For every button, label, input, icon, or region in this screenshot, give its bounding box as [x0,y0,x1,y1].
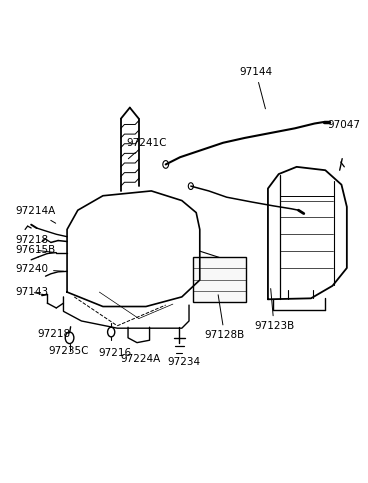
Text: 97241C: 97241C [126,138,167,159]
Text: 97144: 97144 [239,67,272,109]
Text: 97047: 97047 [328,120,361,130]
Bar [192,257,246,302]
Text: 97240: 97240 [15,264,64,274]
Text: 97218: 97218 [15,235,56,244]
Text: 97615B: 97615B [15,245,55,255]
Text: 97235C: 97235C [49,346,89,356]
Text: 97214A: 97214A [15,206,56,223]
Text: 97224A: 97224A [121,354,161,364]
Text: 97218: 97218 [37,329,70,339]
Text: 97128B: 97128B [205,295,245,341]
Text: 97234: 97234 [167,357,200,368]
Text: 97216: 97216 [98,348,131,358]
Text: 97123B: 97123B [254,288,294,331]
Text: 97143: 97143 [15,287,48,297]
